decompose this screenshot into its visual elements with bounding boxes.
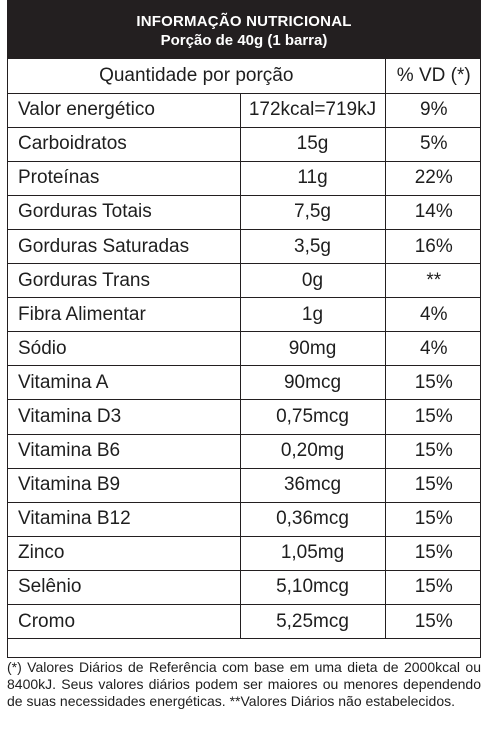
table-row: Valor energético 172kcal=719kJ 9%	[8, 92, 480, 128]
nutrient-name: Valor energético	[8, 92, 241, 128]
nutrient-vd: 15%	[384, 603, 480, 640]
nutrient-amount: 0,36mcg	[239, 501, 386, 537]
nutrient-name: Vitamina D3	[8, 399, 241, 435]
nutrient-amount: 3,5g	[239, 228, 386, 265]
nutrient-name: Gorduras Totais	[8, 194, 241, 230]
table-row: Sódio 90mg 4%	[8, 331, 480, 367]
nutrient-vd: 4%	[384, 297, 480, 333]
nutrient-amount: 5,25mcg	[239, 603, 386, 640]
nutrient-amount: 1,05mg	[239, 535, 386, 571]
column-header-row: Quantidade por porção % VD (*)	[8, 59, 480, 94]
table-row: Vitamina A 90mcg 15%	[8, 365, 480, 401]
nutrient-name: Gorduras Saturadas	[8, 228, 241, 265]
nutrition-facts-label: INFORMAÇÃO NUTRICIONAL Porção de 40g (1 …	[7, 0, 481, 658]
table-row: Zinco 1,05mg 15%	[8, 535, 480, 571]
table-row: Carboidratos 15g 5%	[8, 126, 480, 162]
nutrient-vd: 22%	[384, 160, 480, 196]
nutrient-vd: **	[384, 263, 480, 299]
nutrient-name: Sódio	[8, 331, 241, 367]
nutrient-vd: 15%	[384, 535, 480, 571]
nutrient-name: Carboidratos	[8, 126, 241, 162]
table-row: Vitamina D3 0,75mcg 15%	[8, 399, 480, 435]
nutrient-amount: 5,10mcg	[239, 569, 386, 606]
table-row: Cromo 5,25mcg 15%	[8, 603, 480, 640]
nutrient-vd: 15%	[384, 399, 480, 435]
nutrient-vd: 16%	[384, 228, 480, 265]
nutrient-name: Cromo	[8, 603, 241, 640]
nutrient-amount: 0g	[239, 263, 386, 299]
column-header-vd: % VD (*)	[384, 59, 480, 94]
nutrient-vd: 15%	[384, 501, 480, 537]
nutrient-name: Vitamina B6	[8, 433, 241, 469]
table-row: Fibra Alimentar 1g 4%	[8, 297, 480, 333]
table-row: Vitamina B12 0,36mcg 15%	[8, 501, 480, 537]
serving-size: Porção de 40g (1 barra)	[160, 32, 328, 49]
nutrient-vd: 5%	[384, 126, 480, 162]
nutrient-amount: 0,20mg	[239, 433, 386, 469]
nutrient-name: Selênio	[8, 569, 241, 606]
table-row: Vitamina B9 36mcg 15%	[8, 467, 480, 503]
nutrient-amount: 15g	[239, 126, 386, 162]
table-row: Selênio 5,10mcg 15%	[8, 569, 480, 606]
nutrient-vd: 15%	[384, 569, 480, 606]
table-row: Gorduras Saturadas 3,5g 16%	[8, 228, 480, 265]
nutrient-name: Zinco	[8, 535, 241, 571]
nutrient-amount: 90mg	[239, 331, 386, 367]
table-row: Gorduras Trans 0g **	[8, 263, 480, 299]
nutrient-name: Vitamina B12	[8, 501, 241, 537]
nutrient-name: Vitamina A	[8, 365, 241, 401]
nutrient-amount: 11g	[239, 160, 386, 196]
nutrition-table: Quantidade por porção % VD (*) Valor ene…	[8, 59, 480, 640]
nutrient-amount: 90mcg	[239, 365, 386, 401]
nutrient-vd: 15%	[384, 433, 480, 469]
nutrient-name: Vitamina B9	[8, 467, 241, 503]
nutrient-vd: 9%	[384, 92, 480, 128]
nutrient-vd: 15%	[384, 365, 480, 401]
nutrient-amount: 36mcg	[239, 467, 386, 503]
nutrient-vd: 4%	[384, 331, 480, 367]
nutrient-amount: 0,75mcg	[239, 399, 386, 435]
table-row: Proteínas 11g 22%	[8, 160, 480, 196]
nutrient-amount: 7,5g	[239, 194, 386, 230]
nutrient-vd: 14%	[384, 194, 480, 230]
nutrient-name: Fibra Alimentar	[8, 297, 241, 333]
nutrient-name: Gorduras Trans	[8, 263, 241, 299]
nutrient-amount: 1g	[239, 297, 386, 333]
footnote: (*) Valores Diários de Referência com ba…	[7, 659, 481, 709]
nutrient-amount: 172kcal=719kJ	[239, 92, 386, 128]
nutrient-vd: 15%	[384, 467, 480, 503]
table-row: Vitamina B6 0,20mg 15%	[8, 433, 480, 469]
label-title: INFORMAÇÃO NUTRICIONAL	[136, 13, 352, 30]
column-header-quantity: Quantidade por porção	[8, 59, 386, 94]
table-row: Gorduras Totais 7,5g 14%	[8, 194, 480, 230]
nutrient-name: Proteínas	[8, 160, 241, 196]
label-header: INFORMAÇÃO NUTRICIONAL Porção de 40g (1 …	[8, 1, 480, 59]
